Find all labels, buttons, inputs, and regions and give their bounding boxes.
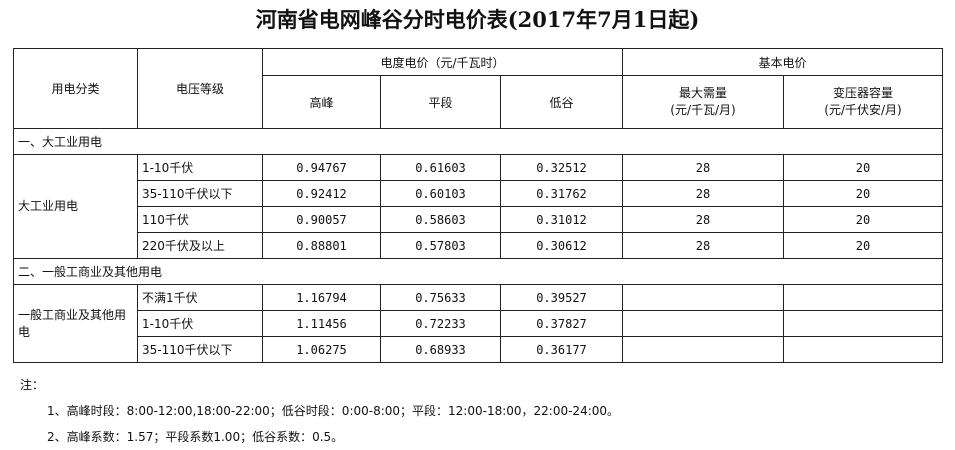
valley-price-cell: 0.30612 xyxy=(500,232,623,259)
peak-price-cell: 0.90057 xyxy=(262,206,381,233)
peak-price-cell: 1.11456 xyxy=(262,310,381,337)
max-demand-cell: 28 xyxy=(622,154,784,181)
valley-price-cell: 0.37827 xyxy=(500,310,623,337)
header-energy-price: 电度电价（元/千瓦时） xyxy=(262,48,623,76)
valley-price-cell: 0.32512 xyxy=(500,154,623,181)
table-row: 1-10千伏 1.11456 0.72233 0.37827 xyxy=(14,310,943,337)
transformer-cell xyxy=(783,310,943,337)
flat-price-cell: 0.61603 xyxy=(380,154,501,181)
peak-price-cell: 1.16794 xyxy=(262,284,381,311)
notes: 注： 1、高峰时段：8:00-12:00,18:00-22:00；低谷时段：0:… xyxy=(20,372,619,450)
header-max-demand: 最大需量 (元/千瓦/月) xyxy=(622,75,784,129)
flat-price-cell: 0.58603 xyxy=(380,206,501,233)
table-row: 一般工商业及其他用电 不满1千伏 1.16794 0.75633 0.39527 xyxy=(13,284,943,363)
transformer-cell: 20 xyxy=(783,232,943,259)
valley-price-cell: 0.36177 xyxy=(500,336,623,363)
flat-price-cell: 0.75633 xyxy=(380,284,501,311)
category-cell: 一般工商业及其他用电 xyxy=(13,284,138,363)
voltage-cell: 不满1千伏 xyxy=(137,284,263,311)
peak-price-cell: 0.94767 xyxy=(262,154,381,181)
valley-price-cell: 0.31762 xyxy=(500,180,623,207)
flat-price-cell: 0.68933 xyxy=(380,336,501,363)
voltage-cell: 110千伏 xyxy=(137,206,263,233)
max-demand-cell: 28 xyxy=(622,206,784,233)
note-item: 2、高峰系数：1.57；平段系数1.00；低谷系数：0.5。 xyxy=(47,430,344,444)
category-cell: 大工业用电 xyxy=(13,154,138,259)
max-demand-cell xyxy=(622,336,784,363)
valley-price-cell: 0.31012 xyxy=(500,206,623,233)
peak-price-cell: 0.92412 xyxy=(262,180,381,207)
header-transformer: 变压器容量 (元/千伏安/月) xyxy=(783,75,943,129)
flat-price-cell: 0.57803 xyxy=(380,232,501,259)
max-demand-cell: 28 xyxy=(622,180,784,207)
table-row: 35-110千伏以下 0.92412 0.60103 0.31762 28 20 xyxy=(14,180,943,207)
transformer-cell: 20 xyxy=(783,206,943,233)
transformer-cell xyxy=(783,284,943,311)
table-row: 大工业用电 1-10千伏 0.94767 0.61603 0.32512 28 20 xyxy=(13,154,943,259)
page-title: 河南省电网峰谷分时电价表(2017年7月1日起) xyxy=(255,7,700,32)
note-item: 1、高峰时段：8:00-12:00,18:00-22:00；低谷时段：0:00-… xyxy=(47,404,620,418)
max-demand-cell xyxy=(622,310,784,337)
header-basic-price: 基本电价 xyxy=(622,48,943,76)
table-row: 220千伏及以上 0.88801 0.57803 0.30612 28 20 xyxy=(14,232,943,259)
voltage-cell: 1-10千伏 xyxy=(137,154,263,181)
section-title: 一、大工业用电 xyxy=(13,128,943,155)
header-flat: 平段 xyxy=(380,75,501,129)
header-voltage: 电压等级 xyxy=(137,48,263,129)
notes-label: 注： xyxy=(20,378,45,392)
voltage-cell: 1-10千伏 xyxy=(137,310,263,337)
valley-price-cell: 0.39527 xyxy=(500,284,623,311)
section-title: 二、一般工商业及其他用电 xyxy=(13,258,943,285)
transformer-cell: 20 xyxy=(783,180,943,207)
price-table: 用电分类 电压等级 电度电价（元/千瓦时） 基本电价 高峰 平段 低谷 最大需量… xyxy=(13,48,943,363)
header-peak: 高峰 xyxy=(262,75,381,129)
flat-price-cell: 0.72233 xyxy=(380,310,501,337)
table-row: 35-110千伏以下 1.06275 0.68933 0.36177 xyxy=(14,336,943,363)
header-category: 用电分类 xyxy=(13,48,138,129)
transformer-cell: 20 xyxy=(783,154,943,181)
flat-price-cell: 0.60103 xyxy=(380,180,501,207)
voltage-cell: 35-110千伏以下 xyxy=(137,336,263,363)
header-valley: 低谷 xyxy=(500,75,623,129)
max-demand-cell xyxy=(622,284,784,311)
peak-price-cell: 1.06275 xyxy=(262,336,381,363)
voltage-cell: 220千伏及以上 xyxy=(137,232,263,259)
voltage-cell: 35-110千伏以下 xyxy=(137,180,263,207)
transformer-cell xyxy=(783,336,943,363)
max-demand-cell: 28 xyxy=(622,232,784,259)
table-row: 110千伏 0.90057 0.58603 0.31012 28 20 xyxy=(14,206,943,233)
peak-price-cell: 0.88801 xyxy=(262,232,381,259)
